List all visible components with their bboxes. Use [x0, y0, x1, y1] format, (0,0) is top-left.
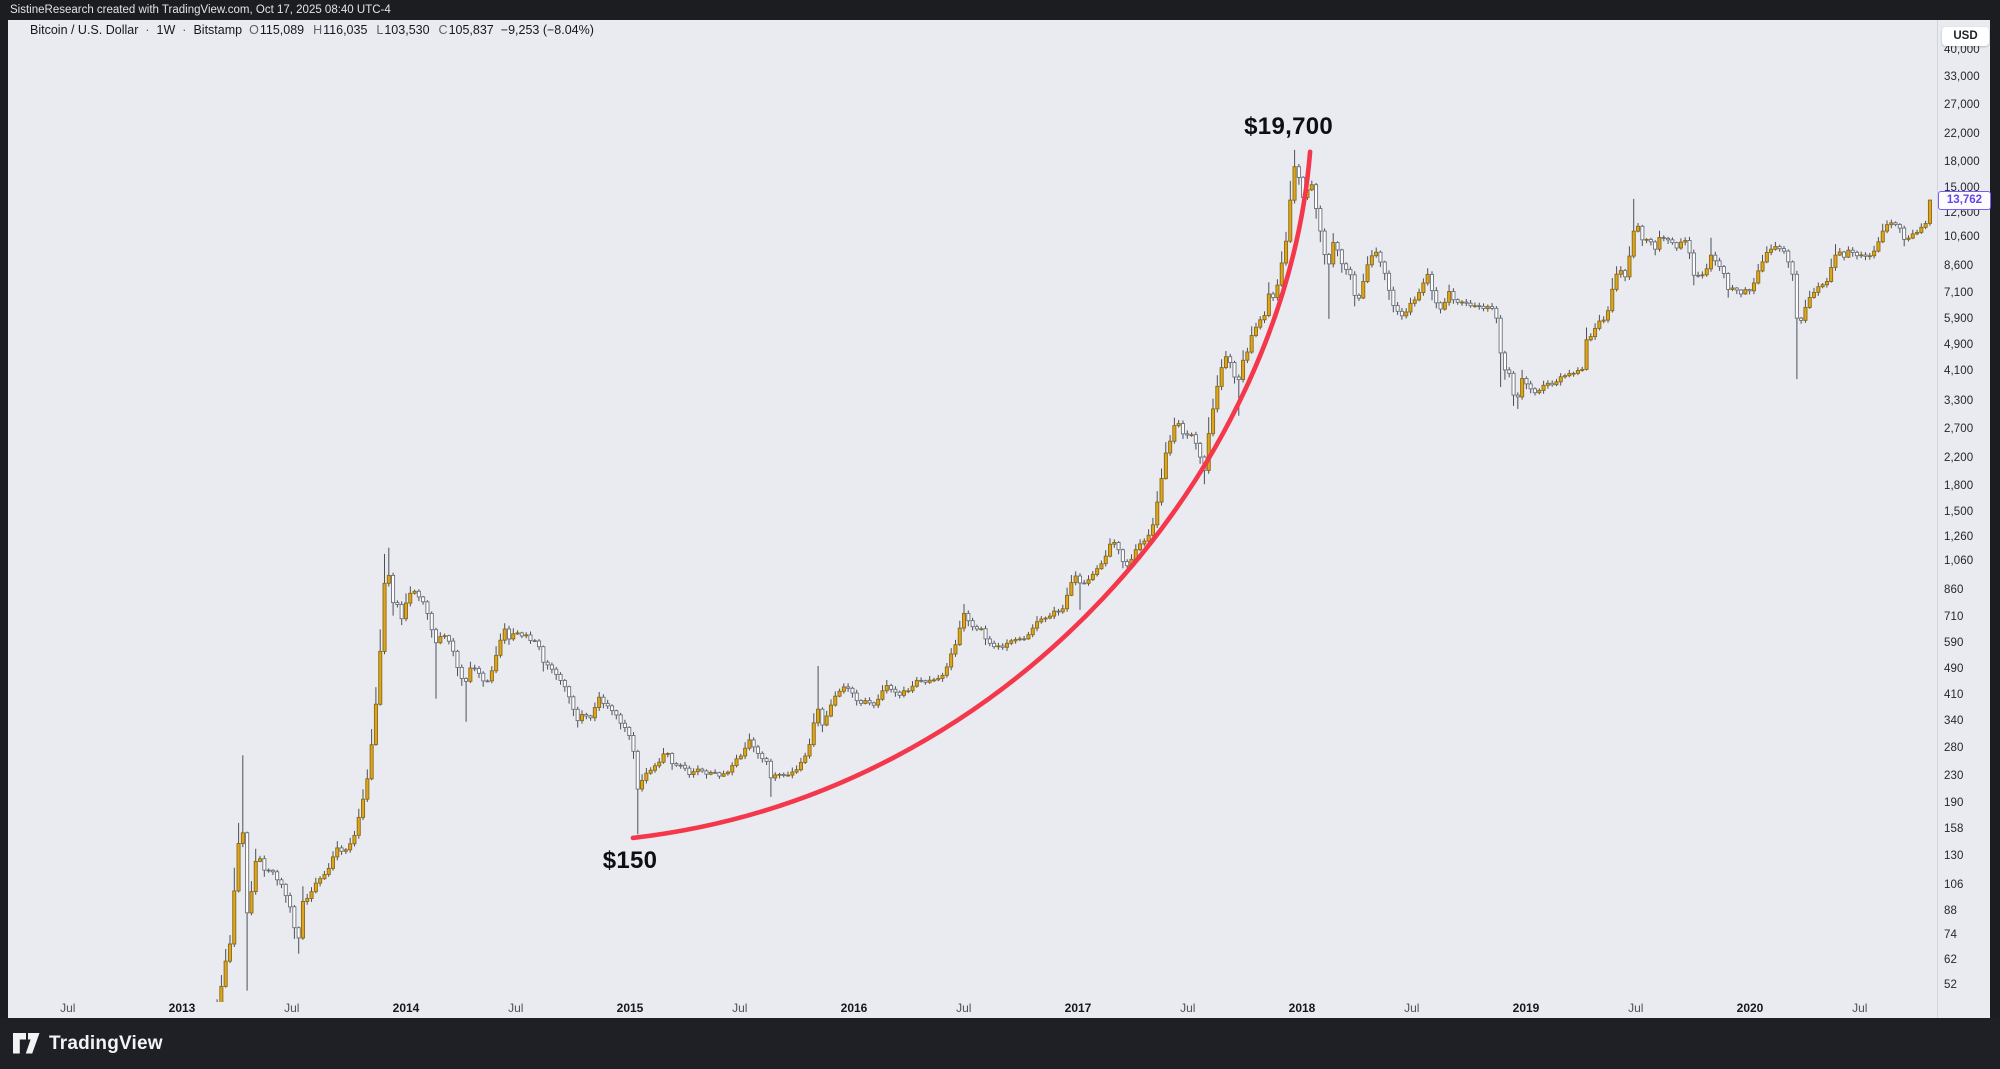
time-axis-label: 2020 — [1736, 1001, 1764, 1015]
chart-panel[interactable] — [8, 20, 1990, 1018]
time-axis-label: Jul — [1180, 1001, 1196, 1015]
price-axis-label: 10,600 — [1944, 230, 1980, 243]
price-axis-label: 710 — [1944, 611, 1964, 624]
price-axis-label: 190 — [1944, 796, 1964, 809]
time-axis-label: Jul — [732, 1001, 748, 1015]
attribution-bar: SistineResearch created with TradingView… — [0, 0, 2000, 20]
change-value: −9,253 (−8.04%) — [500, 23, 594, 37]
price-axis-label: 230 — [1944, 769, 1964, 782]
exchange-label: Bitstamp — [193, 23, 243, 37]
price-axis-label: 280 — [1944, 742, 1964, 755]
price-axis-label: 2,700 — [1944, 423, 1974, 436]
price-axis-label: 74 — [1944, 929, 1957, 942]
time-axis-label: 2018 — [1288, 1001, 1316, 1015]
time-axis-label: Jul — [508, 1001, 524, 1015]
price-axis-label: 1,060 — [1944, 554, 1974, 567]
ohlc-item: C105,837 — [438, 23, 494, 37]
interval-label[interactable]: 1W — [156, 23, 176, 37]
time-axis-label: Jul — [1852, 1001, 1868, 1015]
time-axis-label: Jul — [60, 1001, 76, 1015]
price-axis-label: 3,300 — [1944, 395, 1974, 408]
price-axis-label: 490 — [1944, 663, 1964, 676]
separator-dot: · — [182, 23, 187, 37]
tradingview-brand-text[interactable]: TradingView — [49, 1032, 163, 1054]
price-axis-label: 33,000 — [1944, 71, 1980, 84]
price-axis-label: 62 — [1944, 954, 1957, 967]
price-axis-label: 2,200 — [1944, 452, 1974, 465]
price-axis-label: 7,100 — [1944, 287, 1974, 300]
price-axis-label: 8,600 — [1944, 260, 1974, 273]
last-price-label: 13,762 — [1938, 191, 1991, 211]
peak-price-label: $19,700 — [1244, 113, 1334, 141]
time-axis-label: 2015 — [616, 1001, 644, 1015]
price-axis-label: 18,000 — [1944, 156, 1980, 169]
time-axis-label: Jul — [956, 1001, 972, 1015]
price-axis-label: 40,000 — [1944, 44, 1980, 56]
time-axis-label: 2013 — [168, 1001, 196, 1015]
ohlc-item: L103,530 — [376, 23, 430, 37]
start-price-label: $150 — [602, 846, 658, 874]
price-axis-label: 1,500 — [1944, 506, 1974, 518]
time-axis-label: 2017 — [1064, 1001, 1092, 1015]
time-axis-label: Jul — [284, 1001, 300, 1015]
price-axis-label: 88 — [1944, 905, 1957, 918]
price-axis-label: 340 — [1944, 714, 1964, 727]
currency-toggle-button[interactable]: USD — [1942, 27, 1989, 46]
price-axis-label: 27,000 — [1944, 99, 1980, 112]
ohlc-item: H116,035 — [313, 23, 368, 37]
symbol-name[interactable]: Bitcoin / U.S. Dollar — [30, 23, 139, 37]
price-axis-label: 1,260 — [1944, 530, 1974, 543]
ohlc-values: O115,089 H116,035 L103,530 C105,837 — [249, 23, 494, 37]
attribution-text: SistineResearch created with TradingView… — [10, 4, 391, 16]
price-axis-label: 130 — [1944, 850, 1964, 863]
price-axis-label: 860 — [1944, 584, 1964, 597]
ohlc-item: O115,089 — [249, 23, 305, 37]
price-axis-label: 590 — [1944, 637, 1964, 650]
time-axis-label: 2019 — [1512, 1001, 1540, 1015]
separator-dot: · — [145, 23, 150, 37]
tradingview-logo-icon[interactable] — [13, 1033, 40, 1054]
price-axis-label: 4,100 — [1944, 364, 1974, 377]
price-axis-label: 15,000 — [1944, 182, 1980, 194]
price-axis-label: 22,000 — [1944, 128, 1980, 141]
time-axis-label: 2016 — [840, 1001, 868, 1015]
price-axis-label: 1,800 — [1944, 480, 1974, 493]
price-axis-label: 410 — [1944, 688, 1964, 701]
symbol-header: Bitcoin / U.S. Dollar · 1W · Bitstamp O1… — [30, 22, 594, 38]
footer-bar: TradingView — [0, 1018, 2000, 1069]
price-axis-label: 106 — [1944, 878, 1964, 891]
price-axis-label: 4,900 — [1944, 339, 1974, 352]
time-axis-label: Jul — [1628, 1001, 1644, 1015]
price-axis-label: 158 — [1944, 822, 1964, 835]
price-axis-label: 52 — [1944, 979, 1957, 992]
price-axis-separator — [1937, 20, 1938, 1018]
price-axis-label: 5,900 — [1944, 313, 1974, 326]
time-axis-label: 2014 — [392, 1001, 420, 1015]
time-axis-label: Jul — [1404, 1001, 1420, 1015]
